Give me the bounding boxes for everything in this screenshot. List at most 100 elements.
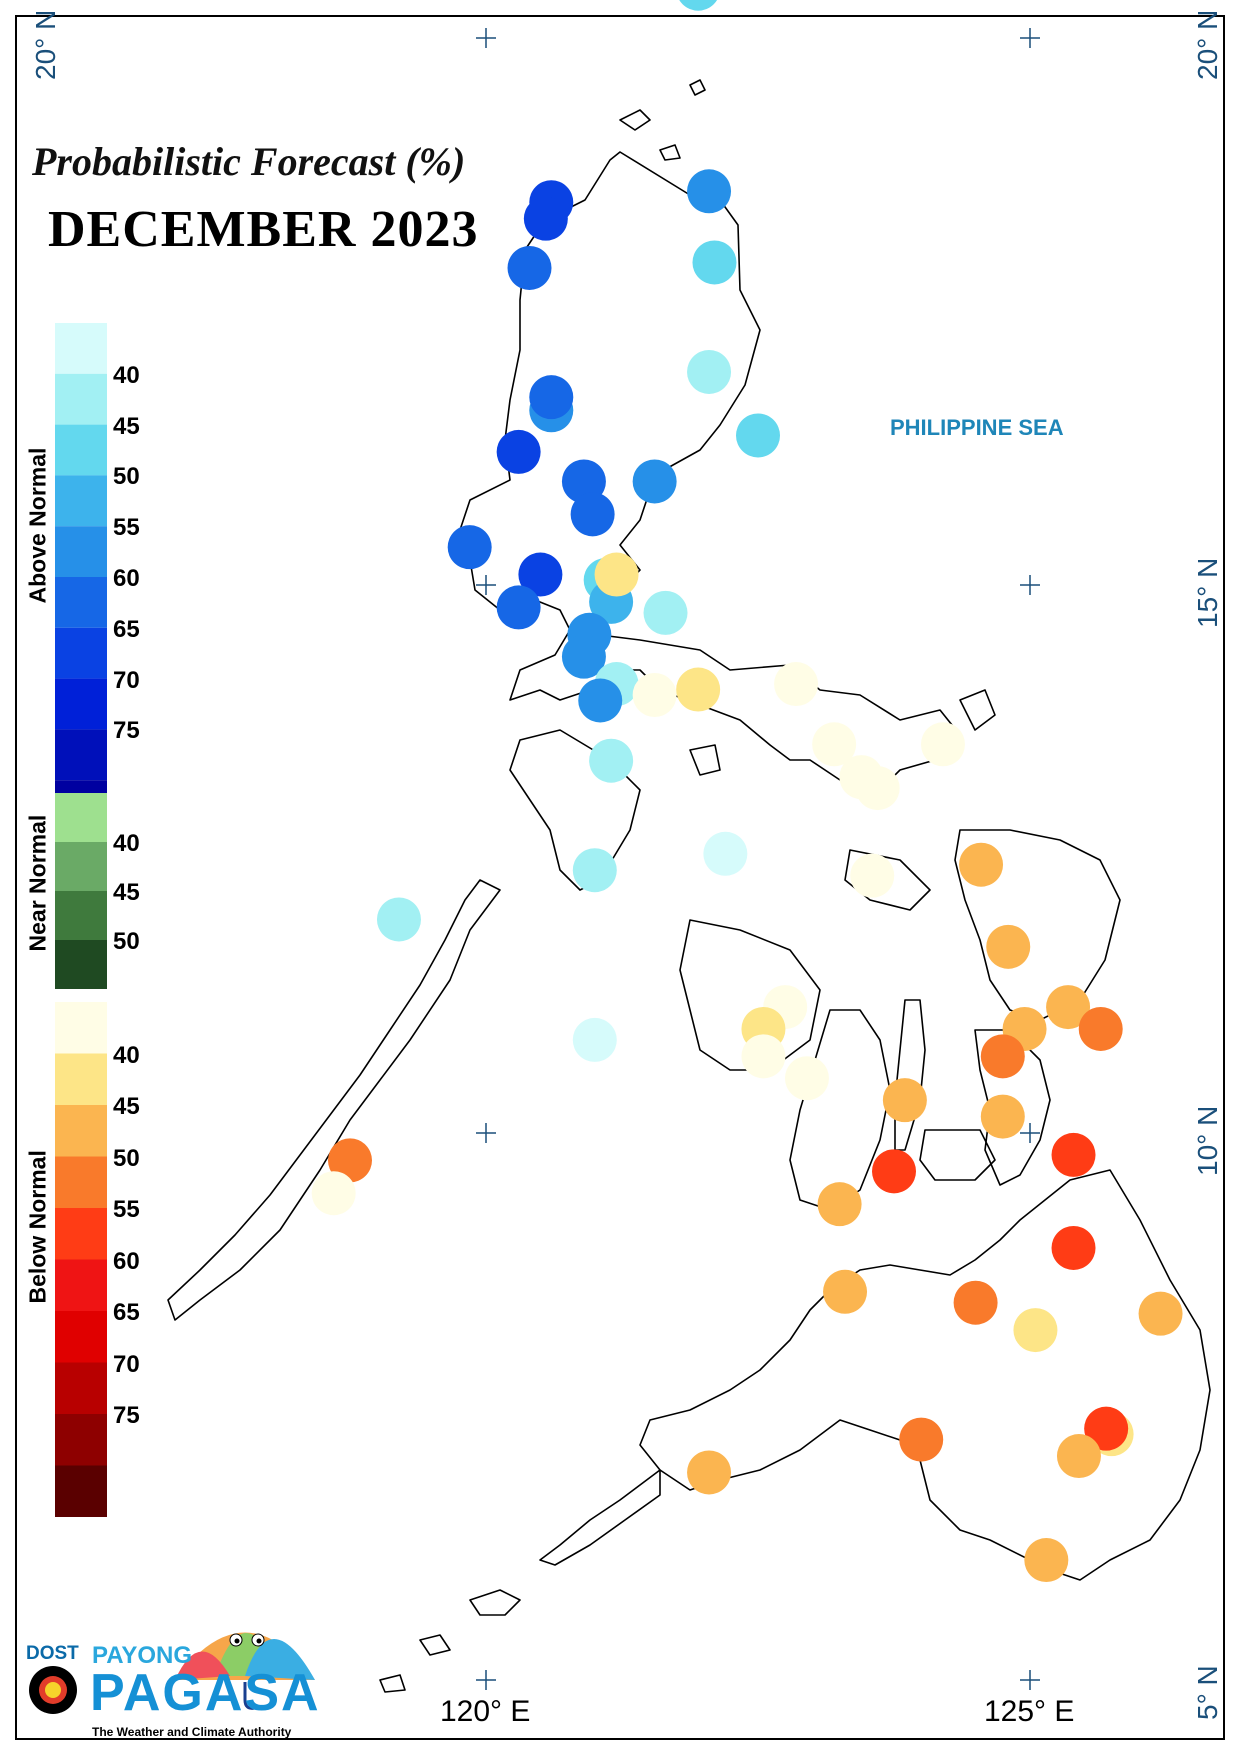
legend-swatch	[55, 842, 107, 891]
station-marker-above	[496, 585, 541, 630]
luzon-island	[454, 151, 961, 791]
legend-tick-label: 75	[113, 717, 140, 745]
station-marker-above	[572, 848, 617, 893]
station-marker-below	[594, 552, 639, 597]
station-markers	[311, 0, 1183, 1583]
legend-tick-label: 40	[113, 1041, 140, 1069]
legend-swatch	[55, 891, 107, 940]
station-marker-above	[523, 196, 568, 241]
crosshair-120-5	[476, 1670, 496, 1690]
station-marker-below	[1056, 1434, 1101, 1479]
station-marker-below	[980, 1034, 1025, 1079]
legend-tick-label: 45	[113, 1093, 140, 1120]
station-marker-below	[632, 673, 677, 717]
station-marker-below	[687, 1450, 732, 1495]
lat-label-20-right: 20° N	[1192, 9, 1223, 80]
station-marker-below	[839, 755, 884, 800]
station-marker-above	[679, 0, 718, 11]
masbate-island	[844, 849, 931, 911]
forecast-month: DECEMBER 2023	[48, 201, 479, 258]
legend-swatch	[55, 793, 107, 842]
station-marker-below	[1051, 1225, 1096, 1270]
legend-title-above-normal: Above Normal	[24, 447, 51, 604]
station-marker-below	[1051, 1132, 1096, 1177]
station-marker-above	[570, 492, 615, 537]
legend-swatch	[55, 1156, 107, 1208]
legend-tick-label: 70	[113, 666, 140, 694]
legend-tick-label: 50	[113, 463, 140, 491]
station-marker-above	[572, 1017, 617, 1062]
station-marker-below	[823, 1269, 868, 1314]
crosshair-125-10	[1020, 1123, 1040, 1143]
legend-tick-label: 55	[113, 514, 140, 542]
legend-swatch	[55, 577, 107, 628]
legend-tick-label: 45	[113, 879, 140, 906]
station-marker-above	[529, 375, 574, 420]
lat-label-20-left: 20° N	[30, 9, 61, 80]
station-marker-above	[687, 349, 732, 394]
legend-swatch	[55, 1208, 107, 1260]
lat-label-15-right: 15° N	[1192, 557, 1223, 628]
legend-title-near-normal: Near Normal	[24, 814, 51, 952]
catanduanes-island	[959, 689, 996, 731]
legend-above-normal-bar	[55, 323, 107, 831]
station-marker-below	[784, 1056, 829, 1101]
crosshair-120-10	[476, 1123, 496, 1143]
station-marker-below	[850, 853, 895, 898]
station-marker-below	[953, 1280, 998, 1325]
station-marker-below	[1024, 1538, 1069, 1583]
station-marker-below	[986, 924, 1031, 969]
station-marker-below	[676, 667, 721, 712]
lat-label-5-right: 5° N	[1192, 1665, 1223, 1720]
station-marker-above	[447, 525, 492, 570]
legend-tick-label: 50	[113, 1144, 140, 1172]
legend-swatch	[55, 627, 107, 679]
station-marker-below	[1078, 1006, 1123, 1051]
palawan-island	[167, 879, 501, 1321]
legend-swatch	[55, 1414, 107, 1466]
logo-tagline: The Weather and Climate Authority	[92, 1725, 292, 1739]
station-marker-above	[736, 413, 780, 458]
crosshair-125-15	[1020, 575, 1040, 595]
logo-pagasa-text: PAGASA	[90, 1664, 321, 1722]
legend-tick-label: 60	[113, 1247, 140, 1275]
legend-swatch	[55, 1105, 107, 1157]
station-marker-below	[1084, 1406, 1129, 1451]
legend-tick-label: 55	[113, 1196, 140, 1223]
station-marker-above	[496, 429, 541, 474]
legend-tick-label: 65	[113, 615, 140, 643]
crosshair-125-5	[1020, 1670, 1040, 1690]
legend-tick-label: 65	[113, 1299, 140, 1326]
station-marker-below	[872, 1149, 916, 1194]
lon-label-120: 120° E	[440, 1695, 531, 1728]
legend-below-normal-bar	[55, 1002, 107, 1517]
dost-seal-icon	[29, 1666, 77, 1714]
legend-swatch	[55, 729, 107, 781]
legend-swatch	[55, 1053, 107, 1105]
station-marker-above	[518, 552, 563, 597]
station-marker-below	[1013, 1308, 1058, 1353]
station-marker-below	[817, 1182, 862, 1227]
sulu-archipelago	[379, 1589, 521, 1693]
station-marker-above	[561, 634, 606, 679]
lat-label-10-right: 10° N	[1192, 1105, 1223, 1176]
station-marker-below	[1138, 1291, 1183, 1336]
station-marker-below	[959, 842, 1004, 887]
station-marker-above	[703, 831, 748, 876]
station-marker-above	[643, 590, 688, 635]
crosshair-125-20	[1020, 28, 1040, 48]
legend-tick-label: 45	[113, 412, 140, 440]
legend-swatch	[55, 1465, 107, 1517]
legend-swatch	[55, 1311, 107, 1363]
legend-tick-label: 40	[113, 830, 140, 857]
station-marker-below	[920, 722, 965, 767]
zamboanga-peninsula	[539, 1469, 661, 1566]
station-marker-above	[692, 240, 737, 285]
station-marker-below	[812, 722, 857, 767]
legend-tick-label: 75	[113, 1402, 140, 1429]
logo-dost-text: DOST	[26, 1643, 79, 1664]
station-marker-below	[741, 1034, 786, 1079]
logo-payong-text: PAYONG	[92, 1642, 193, 1669]
station-marker-below	[899, 1417, 944, 1462]
